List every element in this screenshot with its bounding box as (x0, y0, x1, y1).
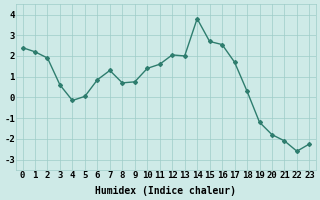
X-axis label: Humidex (Indice chaleur): Humidex (Indice chaleur) (95, 186, 236, 196)
